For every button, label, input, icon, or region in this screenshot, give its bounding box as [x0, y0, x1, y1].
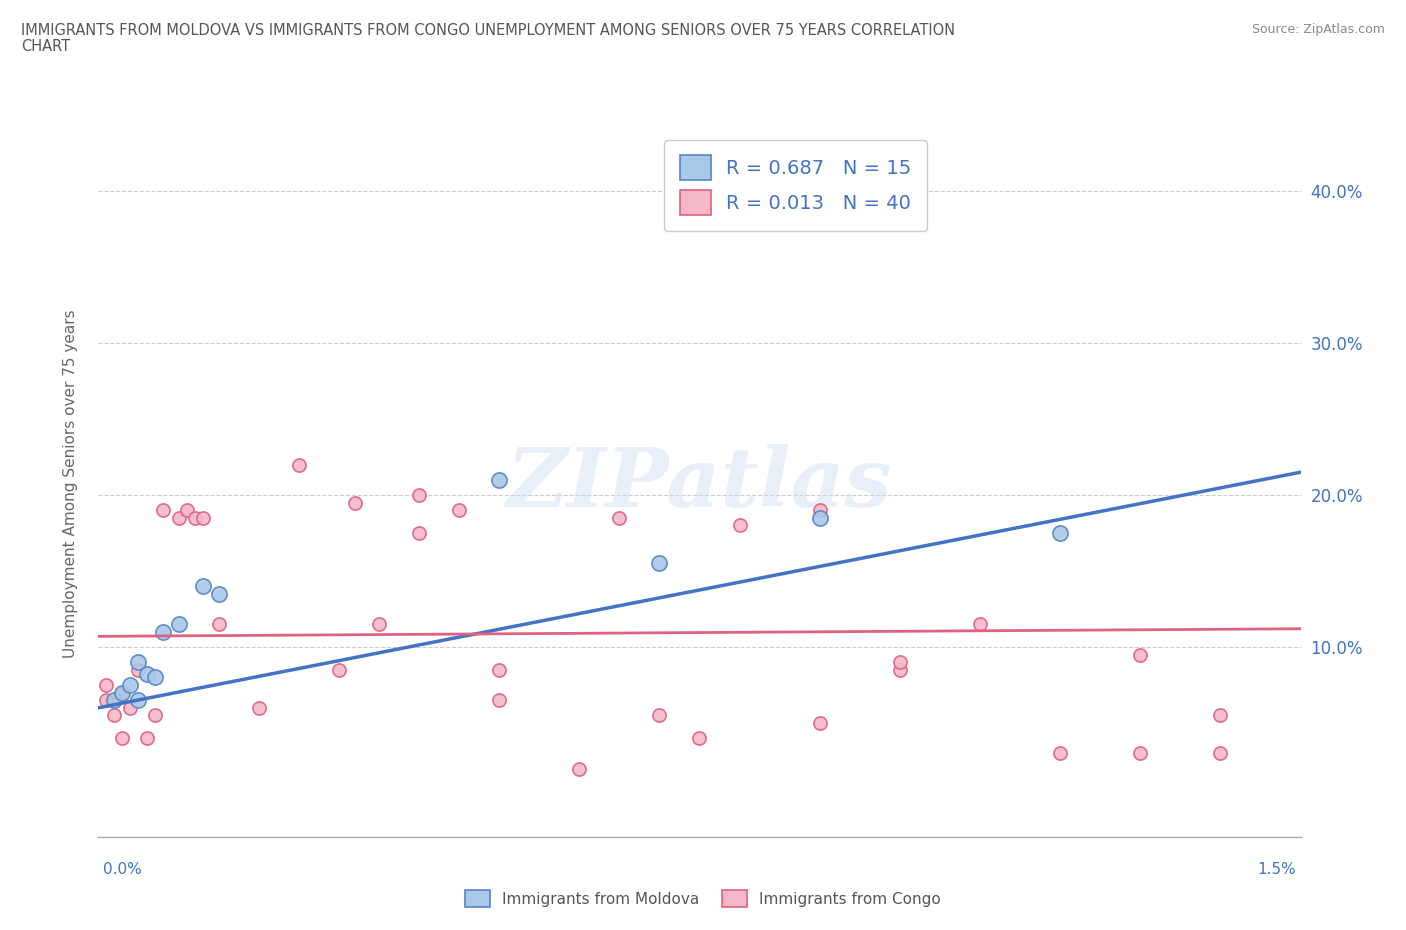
Point — [808, 511, 831, 525]
Point — [288, 458, 311, 472]
Point — [368, 617, 391, 631]
Point — [96, 678, 118, 693]
Point — [328, 662, 350, 677]
Point — [152, 503, 174, 518]
Point — [488, 472, 510, 487]
Point — [889, 662, 911, 677]
Point — [1209, 708, 1232, 723]
Point — [808, 715, 831, 730]
Point — [969, 617, 991, 631]
Point — [103, 708, 125, 723]
Text: 0.0%: 0.0% — [103, 862, 142, 877]
Point — [1049, 525, 1071, 540]
Legend: Immigrants from Moldova, Immigrants from Congo: Immigrants from Moldova, Immigrants from… — [460, 884, 946, 913]
Point — [408, 487, 430, 502]
Legend: R = 0.687   N = 15, R = 0.013   N = 40: R = 0.687 N = 15, R = 0.013 N = 40 — [664, 140, 927, 231]
Point — [728, 518, 751, 533]
Point — [152, 624, 174, 639]
Point — [568, 761, 591, 776]
Point — [128, 662, 150, 677]
Text: IMMIGRANTS FROM MOLDOVA VS IMMIGRANTS FROM CONGO UNEMPLOYMENT AMONG SENIORS OVER: IMMIGRANTS FROM MOLDOVA VS IMMIGRANTS FR… — [21, 23, 955, 38]
Point — [343, 495, 366, 510]
Point — [128, 693, 150, 708]
Point — [176, 503, 198, 518]
Y-axis label: Unemployment Among Seniors over 75 years: Unemployment Among Seniors over 75 years — [63, 310, 77, 658]
Point — [143, 708, 166, 723]
Point — [103, 693, 125, 708]
Point — [191, 578, 214, 593]
Point — [447, 503, 470, 518]
Point — [208, 617, 231, 631]
Point — [120, 700, 142, 715]
Point — [167, 511, 190, 525]
Text: Source: ZipAtlas.com: Source: ZipAtlas.com — [1251, 23, 1385, 36]
Point — [1129, 647, 1152, 662]
Point — [648, 708, 671, 723]
Point — [1049, 746, 1071, 761]
Point — [208, 586, 231, 601]
Point — [889, 655, 911, 670]
Point — [111, 685, 134, 700]
Text: 1.5%: 1.5% — [1257, 862, 1296, 877]
Text: ZIPatlas: ZIPatlas — [506, 444, 893, 524]
Point — [247, 700, 270, 715]
Point — [167, 617, 190, 631]
Point — [128, 655, 150, 670]
Point — [488, 662, 510, 677]
Point — [1129, 746, 1152, 761]
Point — [609, 511, 631, 525]
Point — [1209, 746, 1232, 761]
Point — [689, 731, 711, 746]
Point — [135, 667, 157, 682]
Point — [111, 685, 134, 700]
Point — [488, 693, 510, 708]
Point — [808, 503, 831, 518]
Text: CHART: CHART — [21, 39, 70, 54]
Point — [143, 670, 166, 684]
Point — [120, 678, 142, 693]
Point — [111, 731, 134, 746]
Point — [408, 525, 430, 540]
Point — [135, 731, 157, 746]
Point — [96, 693, 118, 708]
Point — [648, 556, 671, 571]
Point — [183, 511, 205, 525]
Point — [191, 511, 214, 525]
